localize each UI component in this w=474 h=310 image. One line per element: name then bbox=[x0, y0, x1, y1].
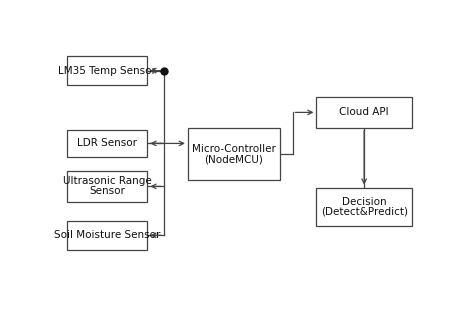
Bar bbox=[188, 128, 280, 180]
Text: (NodeMCU): (NodeMCU) bbox=[204, 154, 263, 164]
Text: Micro-Controller: Micro-Controller bbox=[192, 144, 276, 154]
Bar bbox=[66, 171, 147, 202]
Bar bbox=[316, 188, 412, 226]
Bar bbox=[66, 221, 147, 250]
Text: LDR Sensor: LDR Sensor bbox=[77, 139, 137, 148]
Bar bbox=[66, 130, 147, 157]
Text: (Detect&Predict): (Detect&Predict) bbox=[320, 207, 408, 217]
Text: Ultrasonic Range: Ultrasonic Range bbox=[63, 176, 151, 186]
Text: Decision: Decision bbox=[342, 197, 386, 207]
Text: Soil Moisture Sensor: Soil Moisture Sensor bbox=[54, 230, 160, 240]
Text: LM35 Temp Sensor: LM35 Temp Sensor bbox=[58, 66, 156, 76]
Text: Cloud API: Cloud API bbox=[339, 107, 389, 117]
Bar bbox=[66, 56, 147, 85]
Text: Sensor: Sensor bbox=[89, 186, 125, 197]
Bar bbox=[316, 97, 412, 128]
